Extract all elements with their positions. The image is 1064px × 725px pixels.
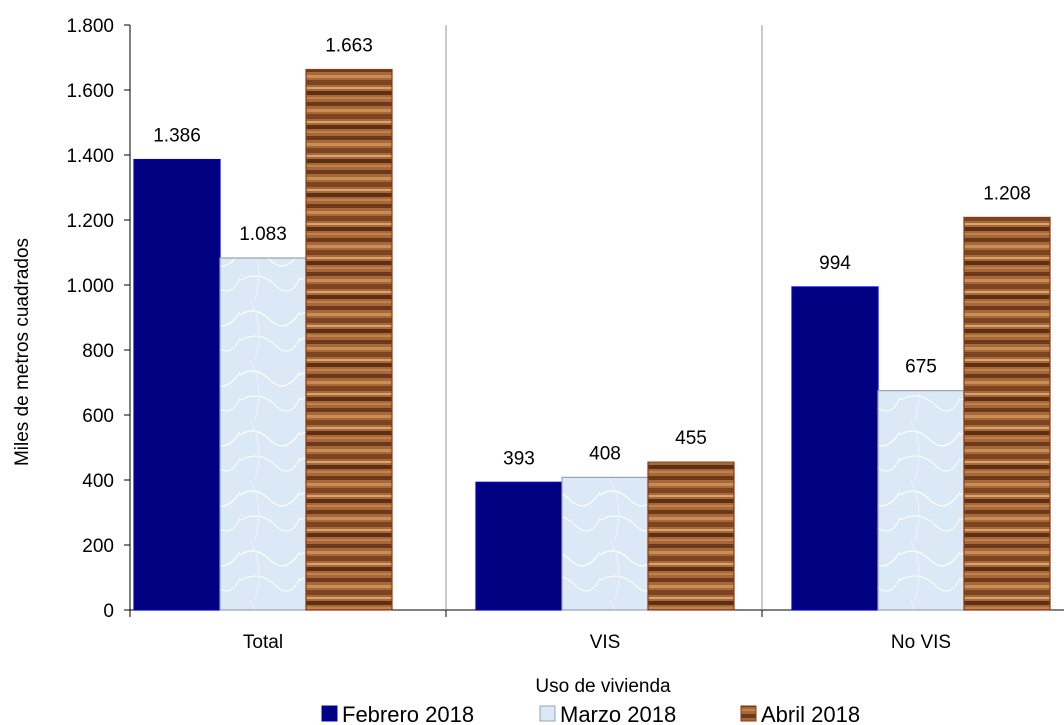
legend-swatch	[740, 705, 757, 722]
bar	[963, 216, 1051, 611]
y-tick-label: 1.200	[66, 211, 114, 232]
data-label: 1.083	[239, 224, 287, 245]
data-label: 1.208	[983, 183, 1031, 204]
y-tick-label: 1.000	[66, 276, 114, 297]
y-tick-label: 400	[82, 471, 114, 492]
bar	[475, 481, 563, 611]
x-axis-title: Uso de vivienda	[535, 676, 671, 697]
data-label: 994	[819, 253, 851, 274]
data-label: 675	[905, 357, 937, 378]
y-tick-label: 0	[103, 601, 114, 622]
bar	[561, 476, 649, 611]
y-tick-label: 1.600	[66, 81, 114, 102]
legend-swatch	[321, 705, 338, 722]
legend-label: Abril 2018	[761, 702, 860, 725]
data-label: 1.386	[153, 126, 201, 147]
data-label: 393	[503, 448, 535, 469]
legend: Febrero 2018 Marzo 2018 Abril 2018	[321, 702, 860, 725]
x-tick-label: Total	[243, 632, 283, 653]
legend-label: Marzo 2018	[560, 702, 676, 725]
y-tick-label: 600	[82, 406, 114, 427]
data-label: 408	[589, 443, 621, 464]
y-axis-title: Miles de metros cuadrados	[12, 238, 33, 466]
bar	[219, 257, 307, 611]
bar	[305, 68, 393, 611]
legend-swatch	[539, 705, 556, 722]
x-tick-label: No VIS	[891, 632, 951, 653]
plot-area: 0 200 400 600 800 1.000 1.200 1.400 1.600 1.800 1.…	[66, 16, 1064, 653]
data-label: 455	[675, 428, 707, 449]
y-tick-label: 800	[82, 341, 114, 362]
bar	[877, 390, 965, 611]
y-tick-label: 1.800	[66, 16, 114, 37]
bar	[791, 286, 879, 611]
y-tick-label: 1.400	[66, 146, 114, 167]
x-tick-label: VIS	[590, 632, 621, 653]
y-tick-label: 200	[82, 536, 114, 557]
bar	[647, 461, 735, 611]
legend-label: Febrero 2018	[342, 702, 474, 725]
bar	[133, 158, 221, 611]
data-label: 1.663	[325, 36, 373, 57]
